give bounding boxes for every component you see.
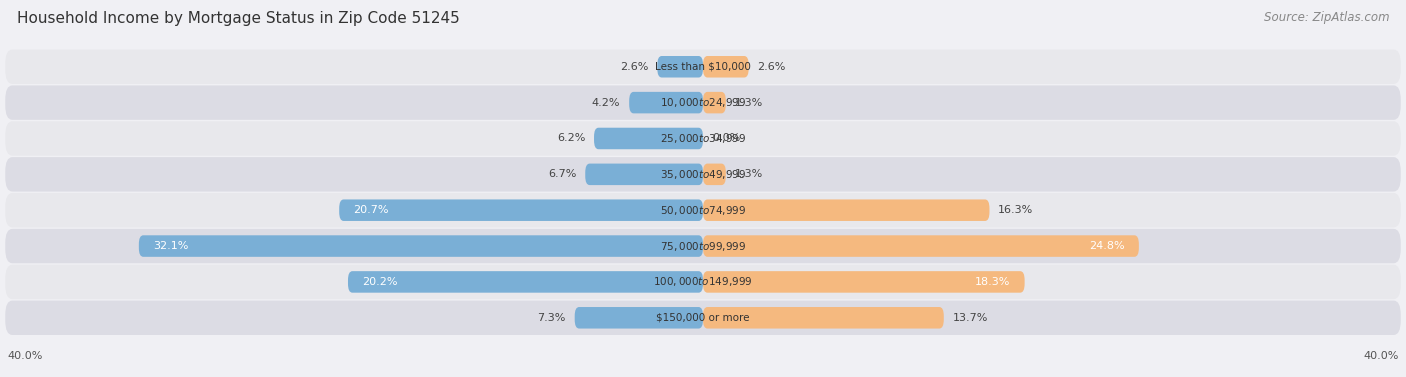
FancyBboxPatch shape [703,164,725,185]
FancyBboxPatch shape [349,271,703,293]
Text: $150,000 or more: $150,000 or more [657,313,749,323]
Text: $100,000 to $149,999: $100,000 to $149,999 [654,276,752,288]
FancyBboxPatch shape [6,121,1400,156]
Text: Household Income by Mortgage Status in Zip Code 51245: Household Income by Mortgage Status in Z… [17,11,460,26]
FancyBboxPatch shape [6,49,1400,84]
FancyBboxPatch shape [6,193,1400,227]
Text: 16.3%: 16.3% [998,205,1033,215]
Text: 1.3%: 1.3% [734,98,763,107]
Text: $75,000 to $99,999: $75,000 to $99,999 [659,239,747,253]
Text: 4.2%: 4.2% [592,98,620,107]
FancyBboxPatch shape [339,199,703,221]
FancyBboxPatch shape [6,86,1400,120]
Text: 2.6%: 2.6% [620,62,648,72]
FancyBboxPatch shape [703,235,1139,257]
FancyBboxPatch shape [593,128,703,149]
Text: Source: ZipAtlas.com: Source: ZipAtlas.com [1264,11,1389,24]
Text: $10,000 to $24,999: $10,000 to $24,999 [659,96,747,109]
Text: 32.1%: 32.1% [153,241,188,251]
Text: 6.2%: 6.2% [557,133,585,144]
FancyBboxPatch shape [6,157,1400,192]
Text: 1.3%: 1.3% [734,169,763,179]
FancyBboxPatch shape [703,307,943,328]
Text: 20.2%: 20.2% [363,277,398,287]
Text: 20.7%: 20.7% [353,205,388,215]
Text: 24.8%: 24.8% [1090,241,1125,251]
Text: 2.6%: 2.6% [758,62,786,72]
Text: 13.7%: 13.7% [953,313,988,323]
Text: 0.0%: 0.0% [711,133,740,144]
Text: 40.0%: 40.0% [7,351,42,361]
Text: $25,000 to $34,999: $25,000 to $34,999 [659,132,747,145]
Legend: Without Mortgage, With Mortgage: Without Mortgage, With Mortgage [575,375,831,377]
FancyBboxPatch shape [657,56,703,78]
Text: $35,000 to $49,999: $35,000 to $49,999 [659,168,747,181]
FancyBboxPatch shape [6,265,1400,299]
Text: 7.3%: 7.3% [537,313,565,323]
FancyBboxPatch shape [703,199,990,221]
FancyBboxPatch shape [585,164,703,185]
FancyBboxPatch shape [703,271,1025,293]
FancyBboxPatch shape [703,56,749,78]
Text: 18.3%: 18.3% [976,277,1011,287]
Text: $50,000 to $74,999: $50,000 to $74,999 [659,204,747,217]
FancyBboxPatch shape [139,235,703,257]
Text: Less than $10,000: Less than $10,000 [655,62,751,72]
FancyBboxPatch shape [703,92,725,113]
FancyBboxPatch shape [6,229,1400,263]
Text: 40.0%: 40.0% [1364,351,1399,361]
Text: 6.7%: 6.7% [548,169,576,179]
FancyBboxPatch shape [630,92,703,113]
FancyBboxPatch shape [6,300,1400,335]
FancyBboxPatch shape [575,307,703,328]
